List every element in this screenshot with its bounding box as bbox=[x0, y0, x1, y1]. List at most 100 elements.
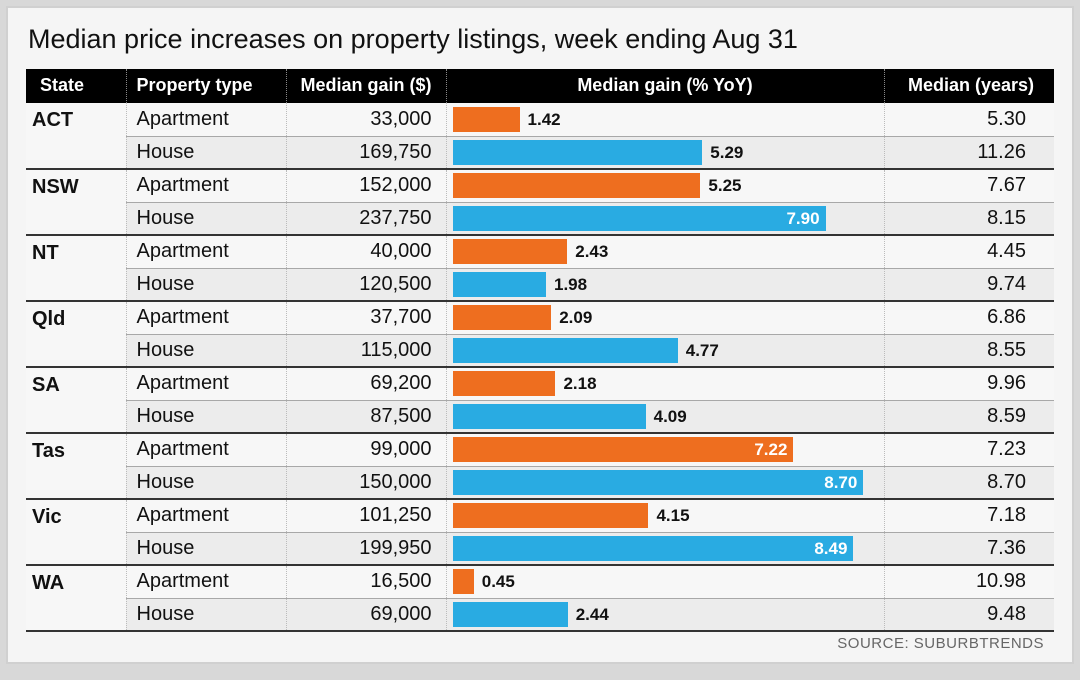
state-cell: Vic bbox=[26, 499, 126, 565]
median-years-cell: 5.30 bbox=[884, 103, 1054, 136]
median-years-cell: 8.70 bbox=[884, 466, 1054, 499]
table-row: ACTApartment33,0001.425.30 bbox=[26, 103, 1054, 136]
table-row: NTApartment40,0002.434.45 bbox=[26, 235, 1054, 268]
table-row: House69,0002.449.48 bbox=[26, 598, 1054, 631]
median-gain-cell: 37,700 bbox=[286, 301, 446, 334]
yoy-bar-cell: 2.43 bbox=[446, 235, 884, 268]
state-cell: NSW bbox=[26, 169, 126, 235]
yoy-bar-cell: 2.09 bbox=[446, 301, 884, 334]
header-gain: Median gain ($) bbox=[286, 69, 446, 103]
yoy-bar-cell: 1.98 bbox=[446, 268, 884, 301]
table-row: QldApartment37,7002.096.86 bbox=[26, 301, 1054, 334]
yoy-bar-cell: 1.42 bbox=[446, 103, 884, 136]
data-table: State Property type Median gain ($) Medi… bbox=[26, 69, 1054, 632]
yoy-bar-cell: 8.49 bbox=[446, 532, 884, 565]
median-gain-cell: 237,750 bbox=[286, 202, 446, 235]
median-years-cell: 11.26 bbox=[884, 136, 1054, 169]
median-years-cell: 4.45 bbox=[884, 235, 1054, 268]
source-label: SOURCE: SUBURBTRENDS bbox=[837, 635, 1044, 652]
header-state: State bbox=[26, 69, 126, 103]
yoy-bar-cell: 5.29 bbox=[446, 136, 884, 169]
yoy-bar bbox=[453, 305, 552, 330]
yoy-bar bbox=[453, 338, 678, 363]
yoy-bar-cell: 0.45 bbox=[446, 565, 884, 598]
state-cell: ACT bbox=[26, 103, 126, 169]
property-type-cell: Apartment bbox=[126, 103, 286, 136]
state-cell: WA bbox=[26, 565, 126, 631]
yoy-bar-label: 8.49 bbox=[814, 536, 847, 561]
yoy-bar bbox=[453, 206, 826, 231]
yoy-bar bbox=[453, 140, 703, 165]
yoy-bar bbox=[453, 437, 794, 462]
property-type-cell: House bbox=[126, 598, 286, 631]
property-type-cell: House bbox=[126, 202, 286, 235]
median-years-cell: 8.59 bbox=[884, 400, 1054, 433]
yoy-bar-cell: 8.70 bbox=[446, 466, 884, 499]
yoy-bar-label: 2.44 bbox=[576, 602, 609, 627]
header-type: Property type bbox=[126, 69, 286, 103]
median-years-cell: 8.55 bbox=[884, 334, 1054, 367]
median-years-cell: 9.74 bbox=[884, 268, 1054, 301]
yoy-bar-label: 2.09 bbox=[559, 305, 592, 330]
property-type-cell: House bbox=[126, 466, 286, 499]
property-type-cell: House bbox=[126, 400, 286, 433]
header-row: State Property type Median gain ($) Medi… bbox=[26, 69, 1054, 103]
table-row: SAApartment69,2002.189.96 bbox=[26, 367, 1054, 400]
yoy-bar bbox=[453, 404, 646, 429]
median-gain-cell: 169,750 bbox=[286, 136, 446, 169]
median-years-cell: 7.18 bbox=[884, 499, 1054, 532]
header-years: Median (years) bbox=[884, 69, 1054, 103]
median-gain-cell: 87,500 bbox=[286, 400, 446, 433]
yoy-bar-label: 1.42 bbox=[528, 107, 561, 132]
property-type-cell: House bbox=[126, 136, 286, 169]
median-years-cell: 10.98 bbox=[884, 565, 1054, 598]
median-gain-cell: 69,200 bbox=[286, 367, 446, 400]
yoy-bar-label: 5.25 bbox=[708, 173, 741, 198]
chart-title: Median price increases on property listi… bbox=[28, 24, 1054, 55]
property-type-cell: House bbox=[126, 532, 286, 565]
median-years-cell: 9.48 bbox=[884, 598, 1054, 631]
median-years-cell: 7.23 bbox=[884, 433, 1054, 466]
median-gain-cell: 99,000 bbox=[286, 433, 446, 466]
property-type-cell: Apartment bbox=[126, 235, 286, 268]
property-type-cell: Apartment bbox=[126, 433, 286, 466]
yoy-bar-label: 4.09 bbox=[654, 404, 687, 429]
table-row: House199,9508.497.36 bbox=[26, 532, 1054, 565]
yoy-bar-label: 2.18 bbox=[563, 371, 596, 396]
property-type-cell: Apartment bbox=[126, 499, 286, 532]
table-row: House87,500 4.09 8.59 bbox=[26, 400, 1054, 433]
yoy-bar-label: 7.90 bbox=[786, 206, 819, 231]
yoy-bar bbox=[453, 602, 568, 627]
yoy-bar-label: 4.15 bbox=[656, 503, 689, 528]
property-type-cell: Apartment bbox=[126, 301, 286, 334]
yoy-bar-cell: 2.44 bbox=[446, 598, 884, 631]
median-gain-cell: 115,000 bbox=[286, 334, 446, 367]
median-years-cell: 9.96 bbox=[884, 367, 1054, 400]
yoy-bar-label: 0.45 bbox=[482, 569, 515, 594]
table-row: House237,750 7.90 8.15 bbox=[26, 202, 1054, 235]
yoy-bar bbox=[453, 272, 547, 297]
yoy-bar-cell: 7.90 bbox=[446, 202, 884, 235]
property-type-cell: Apartment bbox=[126, 367, 286, 400]
median-years-cell: 8.15 bbox=[884, 202, 1054, 235]
yoy-bar-cell: 5.25 bbox=[446, 169, 884, 202]
yoy-bar-label: 4.77 bbox=[686, 338, 719, 363]
yoy-bar bbox=[453, 107, 520, 132]
yoy-bar-cell: 7.22 bbox=[446, 433, 884, 466]
median-gain-cell: 16,500 bbox=[286, 565, 446, 598]
yoy-bar-label: 7.22 bbox=[754, 437, 787, 462]
yoy-bar bbox=[453, 569, 474, 594]
yoy-bar-cell: 4.09 bbox=[446, 400, 884, 433]
table-row: House120,5001.989.74 bbox=[26, 268, 1054, 301]
median-years-cell: 7.67 bbox=[884, 169, 1054, 202]
table-row: WAApartment16,5000.4510.98 bbox=[26, 565, 1054, 598]
table-row: House115,000 4.77 8.55 bbox=[26, 334, 1054, 367]
property-type-cell: Apartment bbox=[126, 169, 286, 202]
yoy-bar bbox=[453, 503, 649, 528]
yoy-bar bbox=[453, 173, 701, 198]
property-type-cell: House bbox=[126, 334, 286, 367]
table-row: House169,7505.2911.26 bbox=[26, 136, 1054, 169]
median-years-cell: 7.36 bbox=[884, 532, 1054, 565]
yoy-bar-label: 2.43 bbox=[575, 239, 608, 264]
median-years-cell: 6.86 bbox=[884, 301, 1054, 334]
